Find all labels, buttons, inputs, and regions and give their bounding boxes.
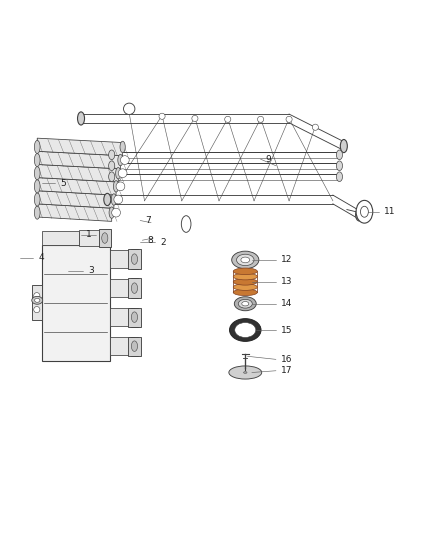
Ellipse shape	[34, 193, 40, 206]
FancyBboxPatch shape	[128, 336, 141, 356]
Ellipse shape	[116, 167, 121, 179]
Ellipse shape	[131, 254, 138, 264]
Ellipse shape	[229, 366, 262, 379]
Polygon shape	[37, 138, 123, 156]
Ellipse shape	[336, 161, 343, 171]
Circle shape	[159, 113, 165, 119]
Ellipse shape	[131, 312, 138, 322]
Text: 3: 3	[88, 266, 94, 276]
Circle shape	[34, 293, 40, 298]
Text: 15: 15	[281, 326, 293, 335]
Text: 17: 17	[281, 366, 293, 375]
Circle shape	[112, 208, 120, 217]
Ellipse shape	[34, 140, 40, 154]
Text: 2: 2	[161, 238, 166, 247]
Ellipse shape	[233, 284, 258, 290]
Text: 13: 13	[281, 277, 293, 286]
Ellipse shape	[109, 172, 115, 182]
Ellipse shape	[233, 289, 258, 296]
Text: 9: 9	[266, 155, 272, 164]
FancyBboxPatch shape	[110, 337, 134, 355]
Ellipse shape	[109, 150, 115, 159]
Ellipse shape	[233, 268, 258, 274]
Ellipse shape	[360, 206, 368, 217]
FancyBboxPatch shape	[110, 279, 134, 297]
Ellipse shape	[118, 155, 123, 166]
Ellipse shape	[232, 251, 259, 269]
FancyBboxPatch shape	[42, 231, 79, 245]
Ellipse shape	[34, 180, 40, 193]
Ellipse shape	[336, 172, 343, 182]
Circle shape	[225, 116, 231, 123]
FancyBboxPatch shape	[99, 229, 111, 247]
Text: 14: 14	[281, 299, 293, 308]
Text: 5: 5	[60, 179, 66, 188]
Text: 7: 7	[145, 216, 151, 225]
Circle shape	[34, 306, 40, 313]
Text: 8: 8	[148, 236, 153, 245]
Circle shape	[192, 115, 198, 122]
Circle shape	[286, 116, 292, 123]
Text: 16: 16	[281, 355, 293, 364]
Ellipse shape	[131, 341, 138, 351]
Ellipse shape	[233, 279, 258, 285]
Ellipse shape	[242, 302, 249, 306]
Circle shape	[258, 116, 264, 123]
Circle shape	[124, 103, 135, 115]
Ellipse shape	[237, 254, 254, 265]
Circle shape	[114, 195, 123, 204]
FancyBboxPatch shape	[79, 230, 103, 246]
Ellipse shape	[131, 283, 138, 293]
Circle shape	[118, 169, 127, 177]
Ellipse shape	[336, 150, 343, 159]
Polygon shape	[37, 191, 114, 208]
FancyBboxPatch shape	[110, 309, 134, 326]
Ellipse shape	[356, 200, 373, 223]
FancyBboxPatch shape	[128, 278, 141, 298]
Ellipse shape	[120, 141, 125, 152]
Ellipse shape	[340, 140, 347, 152]
Ellipse shape	[109, 207, 114, 219]
Ellipse shape	[34, 154, 40, 167]
FancyBboxPatch shape	[42, 245, 110, 361]
FancyBboxPatch shape	[128, 308, 141, 327]
Ellipse shape	[235, 322, 256, 337]
FancyBboxPatch shape	[128, 249, 141, 269]
Ellipse shape	[102, 233, 108, 243]
Ellipse shape	[109, 161, 115, 171]
Circle shape	[120, 156, 129, 165]
Ellipse shape	[234, 297, 256, 311]
Ellipse shape	[113, 181, 119, 192]
Ellipse shape	[78, 112, 85, 125]
FancyBboxPatch shape	[110, 251, 134, 268]
Text: 4: 4	[38, 253, 44, 262]
Circle shape	[312, 124, 318, 130]
Text: 11: 11	[384, 207, 396, 216]
Text: 1: 1	[86, 230, 92, 239]
Ellipse shape	[32, 296, 43, 304]
Ellipse shape	[238, 300, 252, 308]
Ellipse shape	[111, 194, 117, 205]
Ellipse shape	[230, 319, 261, 342]
Ellipse shape	[181, 216, 191, 232]
Polygon shape	[37, 151, 120, 169]
Ellipse shape	[244, 372, 247, 374]
Polygon shape	[37, 204, 112, 221]
Polygon shape	[37, 165, 118, 182]
Ellipse shape	[34, 206, 40, 219]
Circle shape	[116, 182, 125, 191]
Ellipse shape	[233, 273, 258, 280]
Ellipse shape	[104, 193, 111, 206]
Ellipse shape	[241, 257, 250, 263]
Polygon shape	[37, 177, 116, 195]
Text: 12: 12	[281, 255, 293, 264]
Ellipse shape	[34, 167, 40, 180]
Ellipse shape	[356, 209, 363, 221]
FancyBboxPatch shape	[32, 285, 42, 320]
Ellipse shape	[35, 298, 40, 302]
